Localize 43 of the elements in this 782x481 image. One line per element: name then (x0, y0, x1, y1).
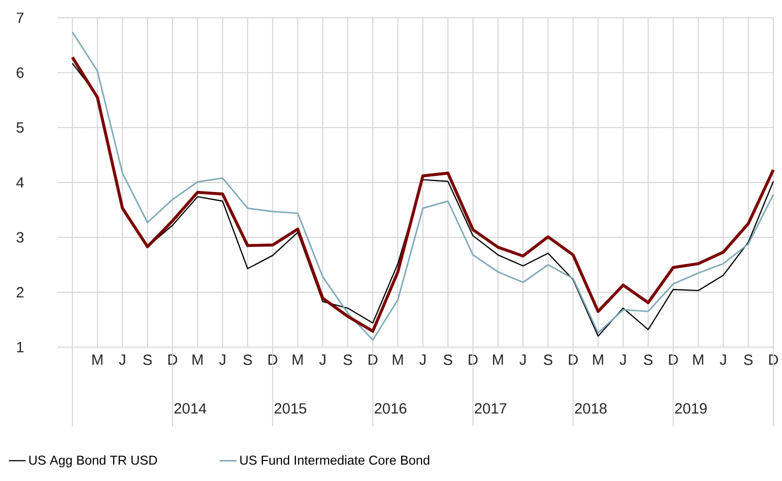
x-tick-label: J (419, 354, 426, 366)
x-tick-label: D (568, 354, 578, 365)
x-tick-label: M (192, 354, 203, 365)
text: 2016 (374, 403, 406, 414)
y-tick-label: 6 (16, 68, 24, 78)
x-tick-label: D (468, 354, 478, 365)
x-tick-label: M (493, 354, 503, 365)
x-tick-label: D (268, 354, 278, 365)
x-tick-label: D (769, 354, 778, 365)
text: 2015 (274, 403, 306, 414)
x-tick-label: M (392, 354, 403, 365)
x-tick-label: M (92, 354, 102, 365)
x-tick-label: D (368, 354, 378, 365)
x-tick-label: S (544, 354, 552, 366)
x-tick-label: J (319, 354, 326, 366)
y-tick-label: 7 (16, 12, 24, 24)
x-tick-label: D (669, 354, 678, 365)
x-tick-label: J (219, 354, 226, 366)
x-tick-label: S (644, 354, 652, 366)
legend-label: US Fund Intermediate Core Bond (240, 456, 430, 465)
x-tick-label: S (243, 354, 252, 366)
x-tick-label: J (620, 354, 626, 366)
y-tick-label: 1 (17, 342, 24, 352)
y-tick-label: 4 (16, 178, 24, 188)
x-tick-label: J (520, 354, 526, 366)
x-tick-label: S (444, 354, 452, 366)
x-tick-label: J (720, 354, 726, 366)
x-tick-label: M (693, 354, 704, 365)
x-tick-label: S (343, 354, 352, 366)
x-tick-label: S (744, 354, 753, 366)
text: 2018 (575, 403, 607, 414)
x-tick-label: J (118, 354, 126, 366)
x-tick-label: M (593, 354, 604, 365)
x-tick-label: D (168, 354, 178, 365)
text: 2019 (675, 403, 707, 414)
text: 2014 (174, 403, 206, 414)
legend-label: US Agg Bond TR USD (29, 456, 158, 468)
x-tick-label: S (143, 354, 152, 366)
y-tick-label: 2 (16, 287, 24, 298)
x-tick-label: M (292, 354, 303, 365)
y-tick-label: 5 (16, 122, 24, 133)
y-tick-label: 3 (16, 232, 24, 243)
text: 2017 (474, 403, 506, 414)
